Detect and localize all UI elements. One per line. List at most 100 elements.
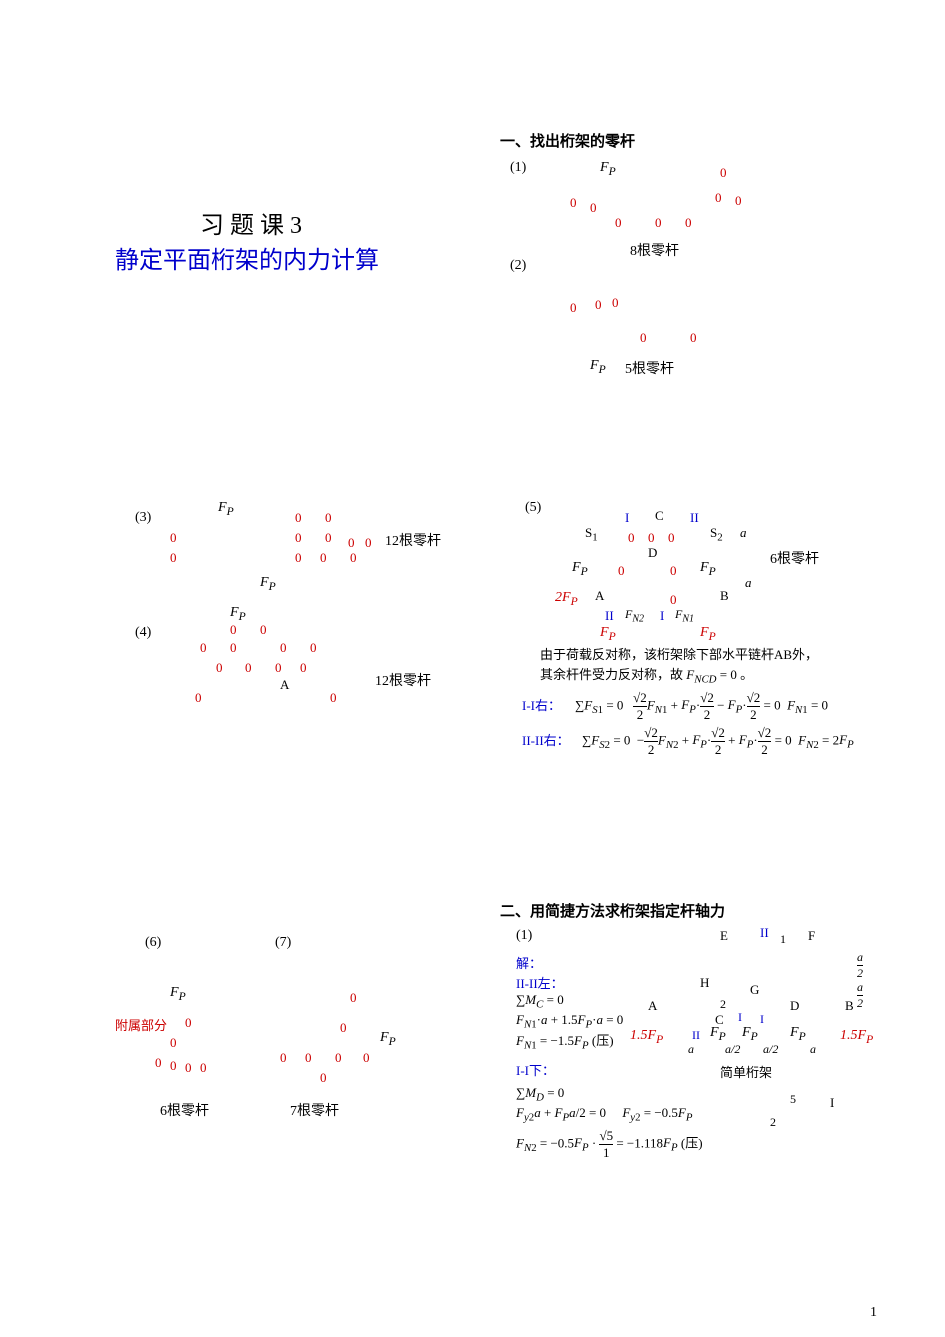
p5-explain: 由于荷载反对称，该桁架除下部水平链杆AB外，其余杆件受力反对称，故 FNCD =…	[540, 645, 890, 687]
p2-zero: 0	[640, 330, 647, 346]
p5-2fp: 2FP	[555, 590, 578, 608]
p4-fp: FP	[230, 605, 246, 623]
p6-note: 附属部分	[115, 1015, 167, 1034]
p5-zero: 0	[670, 563, 677, 579]
p3-zero: 0	[325, 510, 332, 526]
s2p1-H: H	[700, 975, 709, 991]
p3-zero: 0	[295, 510, 302, 526]
s2p1-dim-a3: a/2	[763, 1042, 778, 1057]
s2p1-a-right: a2	[857, 950, 863, 981]
s2p1-II: II	[760, 925, 769, 941]
p7-label: (7)	[275, 935, 291, 951]
s2p1-dim-a2: a/2	[725, 1042, 740, 1057]
p5-eqI-label: I-I右：	[522, 695, 561, 714]
s2p1-MC: ∑MC = 0	[516, 992, 564, 1011]
p7-zero: 0	[363, 1050, 370, 1066]
p5-a2: a	[745, 575, 752, 591]
p4-zero: 0	[200, 640, 207, 656]
p6-fp: FP	[170, 985, 186, 1003]
p5-I2: I	[660, 608, 664, 624]
p6-zero: 0	[185, 1060, 192, 1076]
p3-zero: 0	[365, 535, 372, 551]
p1-zero: 0	[715, 190, 722, 206]
s2p1-E: E	[720, 928, 728, 944]
p5-II2: II	[605, 608, 614, 624]
p6-zero: 0	[170, 1035, 177, 1051]
p4-zero: 0	[245, 660, 252, 676]
p5-label: (5)	[525, 500, 541, 516]
p2-zero: 0	[595, 297, 602, 313]
p1-zero: 0	[720, 165, 727, 181]
p3-zero: 0	[170, 530, 177, 546]
p5-A: A	[595, 588, 604, 604]
page-number: 1	[870, 1305, 877, 1321]
p3-zero: 0	[320, 550, 327, 566]
p3-zero: 0	[350, 550, 357, 566]
section-1-heading: 一、找出桁架的零杆	[500, 130, 635, 151]
p5-S1: S1	[585, 525, 598, 544]
s2p1-label: (1)	[516, 928, 532, 944]
p1-zero: 0	[655, 215, 662, 231]
p4-zero: 0	[260, 622, 267, 638]
p3-count: 12根零杆	[385, 530, 441, 550]
p7-zero: 0	[335, 1050, 342, 1066]
p5-D: D	[648, 545, 657, 561]
s2p1-15fp-l: 1.5FP	[630, 1028, 663, 1046]
p5-fp-bl: FP	[600, 625, 616, 643]
section-2-heading: 二、用简捷方法求桁架指定杆轴力	[500, 900, 725, 921]
p5-eqII-label: II-II右：	[522, 730, 570, 749]
p3-label: (3)	[135, 510, 151, 526]
p5-count: 6根零杆	[770, 548, 819, 568]
p5-C: C	[655, 508, 664, 524]
p5-eqII: ∑FS2 = 0 −√22FN2 + FP·√22 + FP·√22 = 0 F…	[582, 725, 854, 758]
p1-zero: 0	[590, 200, 597, 216]
p1-fp: FP	[600, 160, 616, 178]
p4-count: 12根零杆	[375, 670, 431, 690]
p5-eqI: ∑FS1 = 0 √22FN1 + FP·√22 − FP·√22 = 0 FN…	[575, 690, 828, 723]
p5-FN2: FN2	[625, 607, 644, 624]
p5-S2: S2	[710, 525, 723, 544]
s2p1-a-right2: a2	[857, 980, 863, 1011]
p3-zero: 0	[295, 530, 302, 546]
p5-fp-br: FP	[700, 625, 716, 643]
p5-zero: 0	[618, 563, 625, 579]
s2p1-simple: 简单桁架	[720, 1062, 772, 1081]
s2p1-Ia: I	[738, 1010, 742, 1025]
p3-zero: 0	[295, 550, 302, 566]
p4-zero: 0	[216, 660, 223, 676]
s2p1-dim-a4: a	[810, 1042, 816, 1057]
p7-zero: 0	[280, 1050, 287, 1066]
p5-fp-right: FP	[700, 560, 716, 578]
p6-count: 6根零杆	[160, 1100, 209, 1120]
s2p1-FN2: FN2 = −0.5FP · √51 = −1.118FP (压)	[516, 1128, 703, 1161]
p5-zero: 0	[628, 530, 635, 546]
s2p1-fp3: FP	[790, 1025, 806, 1043]
s2p1-5: 5	[790, 1092, 796, 1107]
s2p1-2b: 2	[770, 1115, 776, 1130]
exercise-title-line2: 静定平面桁架的内力计算	[115, 240, 379, 275]
p3-fp-bot: FP	[260, 575, 276, 593]
p5-B: B	[720, 588, 729, 604]
s2p1-1: 1	[780, 932, 786, 947]
s2p1-IIb: II	[692, 1028, 700, 1043]
p2-zero: 0	[570, 300, 577, 316]
s2p1-fp2: FP	[742, 1025, 758, 1043]
p1-zero: 0	[735, 193, 742, 209]
s2p1-B: B	[845, 998, 854, 1014]
p5-zero: 0	[668, 530, 675, 546]
p1-zero: 0	[685, 215, 692, 231]
p4-zero: 0	[280, 640, 287, 656]
p4-zero: 0	[310, 640, 317, 656]
p6-zero: 0	[170, 1058, 177, 1074]
p1-label: (1)	[510, 160, 526, 176]
s2p1-Iside: I	[830, 1095, 834, 1111]
s2p1-2: 2	[720, 997, 726, 1012]
p4-zero: 0	[230, 622, 237, 638]
s2p1-dim-a1: a	[688, 1042, 694, 1057]
p6-zero: 0	[185, 1015, 192, 1031]
p1-zero: 0	[570, 195, 577, 211]
s2p1-FN1a: FN1·a + 1.5FP·a = 0	[516, 1012, 623, 1031]
s2p1-Fy2: Fy2a + FPa/2 = 0 Fy2 = −0.5FP	[516, 1105, 693, 1124]
p2-fp: FP	[590, 358, 606, 376]
p5-fp-left: FP	[572, 560, 588, 578]
